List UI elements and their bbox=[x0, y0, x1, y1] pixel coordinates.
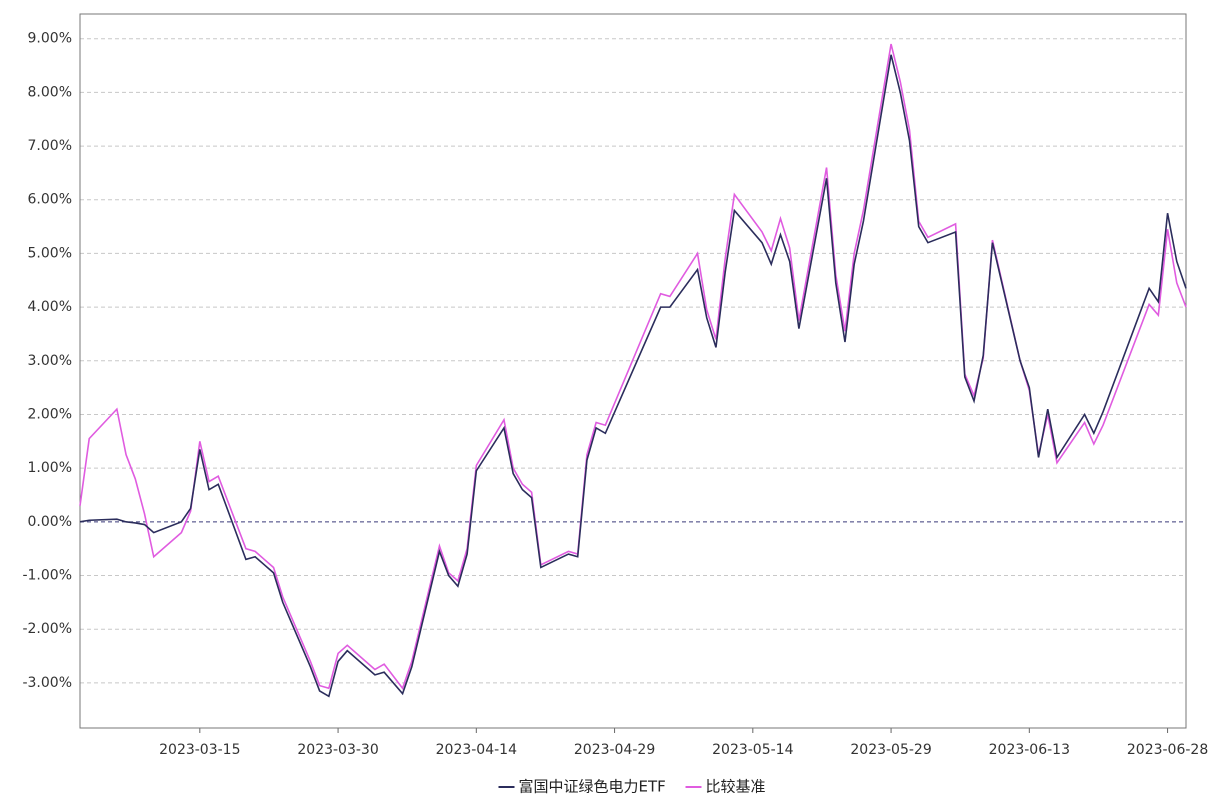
y-tick-label: 8.00% bbox=[28, 84, 72, 100]
series-line bbox=[79, 54, 1187, 698]
y-tick-label: -1.00% bbox=[22, 568, 72, 584]
x-tick-label: 2023-06-28 bbox=[1127, 742, 1208, 758]
x-tick-label: 2023-05-14 bbox=[712, 742, 793, 758]
y-tick-label: 2.00% bbox=[28, 406, 72, 422]
y-tick-label: 7.00% bbox=[28, 138, 72, 154]
y-tick-label: 3.00% bbox=[28, 353, 72, 369]
x-tick-label: 2023-06-13 bbox=[989, 742, 1070, 758]
y-tick-label: -2.00% bbox=[22, 621, 72, 637]
plot-frame bbox=[79, 13, 1187, 729]
x-tick-label: 2023-04-29 bbox=[574, 742, 655, 758]
y-tick-label: 4.00% bbox=[28, 299, 72, 315]
x-tick-label: 2023-04-14 bbox=[436, 742, 517, 758]
series-line bbox=[79, 43, 1187, 690]
y-tick-label: -3.00% bbox=[22, 675, 72, 691]
legend-label: 富国中证绿色电力ETF bbox=[519, 778, 666, 796]
x-tick-label: 2023-05-29 bbox=[850, 742, 931, 758]
x-tick-label: 2023-03-30 bbox=[297, 742, 378, 758]
y-tick-label: 0.00% bbox=[28, 514, 72, 530]
x-tick-label: 2023-03-15 bbox=[159, 742, 240, 758]
y-tick-label: 9.00% bbox=[28, 31, 72, 47]
y-tick-label: 1.00% bbox=[28, 460, 72, 476]
legend-label: 比较基准 bbox=[706, 778, 766, 796]
y-tick-label: 6.00% bbox=[28, 192, 72, 208]
y-tick-label: 5.00% bbox=[28, 245, 72, 261]
